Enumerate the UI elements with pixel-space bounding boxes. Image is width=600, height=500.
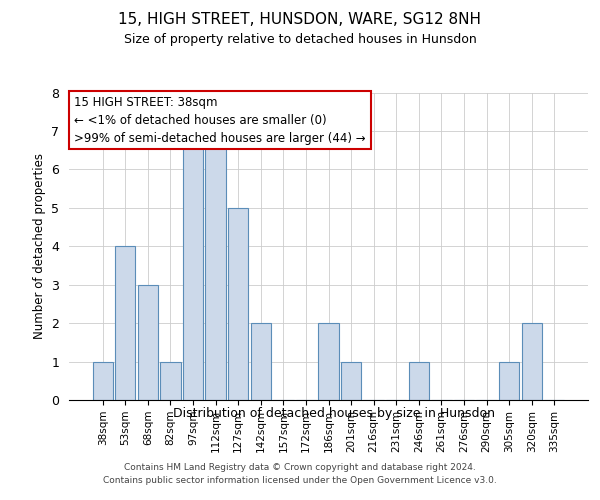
Text: Distribution of detached houses by size in Hunsdon: Distribution of detached houses by size … [173, 408, 495, 420]
Bar [160, 362, 181, 400]
Bar [521, 323, 542, 400]
Bar [341, 362, 361, 400]
Text: Size of property relative to detached houses in Hunsdon: Size of property relative to detached ho… [124, 32, 476, 46]
Text: 15 HIGH STREET: 38sqm
← <1% of detached houses are smaller (0)
>99% of semi-deta: 15 HIGH STREET: 38sqm ← <1% of detached … [74, 96, 366, 144]
Bar [138, 284, 158, 400]
Bar [251, 323, 271, 400]
Bar [183, 131, 203, 400]
Bar [499, 362, 519, 400]
Text: Contains public sector information licensed under the Open Government Licence v3: Contains public sector information licen… [103, 476, 497, 485]
Bar [228, 208, 248, 400]
Bar [205, 131, 226, 400]
Bar [409, 362, 429, 400]
Bar [92, 362, 113, 400]
Bar [115, 246, 136, 400]
Text: 15, HIGH STREET, HUNSDON, WARE, SG12 8NH: 15, HIGH STREET, HUNSDON, WARE, SG12 8NH [119, 12, 482, 28]
Text: Contains HM Land Registry data © Crown copyright and database right 2024.: Contains HM Land Registry data © Crown c… [124, 462, 476, 471]
Y-axis label: Number of detached properties: Number of detached properties [33, 153, 46, 339]
Bar [319, 323, 338, 400]
